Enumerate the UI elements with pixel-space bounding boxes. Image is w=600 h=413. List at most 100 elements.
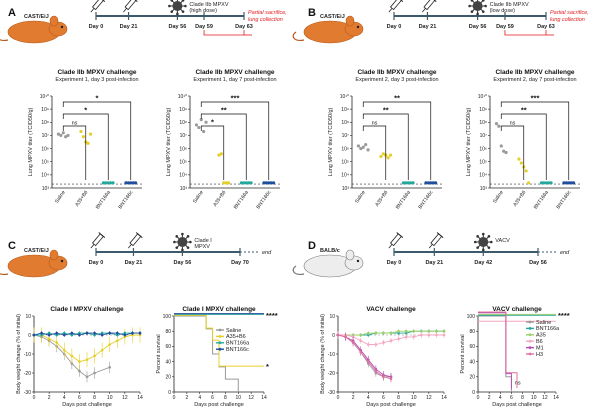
y-tick-label: 0 — [168, 390, 171, 396]
y-tick-label: 10⁶ — [479, 146, 487, 152]
virus-spike-tip — [487, 235, 491, 238]
x-tick-label: 4 — [198, 395, 201, 401]
end-label: lung collection — [550, 17, 585, 23]
weight-point-BNT166c — [85, 331, 89, 335]
virus-spike-tip — [170, 10, 174, 13]
weight-point-B6 — [359, 339, 363, 343]
y-tick-label: 10⁴ — [41, 173, 49, 179]
y-axis-label: Lung MPXV titer (TCID50/g) — [466, 107, 472, 176]
data-point-BNT166a — [542, 181, 546, 185]
x-tick-label: 6 — [510, 395, 513, 401]
challenge-label: Clade IIb MPXV — [189, 2, 228, 8]
timeline-day-label: Day 42 — [474, 260, 492, 266]
data-point-Saline — [359, 146, 363, 151]
y-tick-label: 10³ — [480, 186, 488, 192]
y-tick-label: 10 — [329, 314, 335, 320]
data-point-BNT166c — [569, 181, 573, 185]
mouse-tail — [292, 31, 305, 41]
x-axis-label: Days post challenge — [366, 402, 416, 408]
data-point-Saline — [366, 148, 370, 152]
mouse-ear — [345, 249, 355, 261]
x-tick-label: BNT166a — [533, 190, 550, 211]
weight-point-A35 — [404, 329, 408, 333]
weight-point-A35+B6 — [55, 341, 59, 344]
timeline-day-label: Day 0 — [89, 260, 104, 266]
virus-spike-tip — [189, 240, 192, 244]
y-tick-label: 10⁹ — [179, 107, 187, 113]
y-tick-label: 60 — [165, 344, 171, 350]
panel-letter: D — [308, 240, 316, 252]
significance-bracket — [62, 101, 132, 181]
significance-label: *** — [231, 94, 240, 103]
x-tick-label: 8 — [397, 395, 400, 401]
y-tick-label: -30 — [328, 390, 335, 396]
weight-point-B6 — [435, 333, 438, 337]
weight-point-B6 — [366, 343, 370, 346]
timeline-day-label: Day 59 — [195, 24, 213, 30]
y-tick-label: 10⁸ — [179, 120, 187, 126]
data-point-BNT166a — [101, 181, 106, 185]
data-point-A35+B6 — [386, 156, 390, 160]
mouse-strain-label: CAST/EiJ — [320, 14, 345, 20]
syringe-needle — [388, 8, 393, 13]
x-tick-label: 0 — [337, 395, 340, 401]
y-tick-label: 10¹⁰ — [40, 94, 49, 100]
data-point-Saline — [59, 133, 63, 138]
virus-spike-tip — [470, 0, 474, 2]
panel-header-A: A CAST/EiJ Day 0 Day 21 Day 56 Day 59 Day 63 Cl… — [0, 0, 287, 44]
x-tick-label: 12 — [122, 395, 128, 401]
virus-spike-tip — [175, 235, 179, 238]
significance-bracket — [500, 125, 525, 181]
weight-point-A35+B6 — [100, 348, 104, 352]
significance-bracket — [500, 101, 570, 181]
x-tick-label: 6 — [78, 395, 81, 401]
legend-label: B6 — [536, 339, 543, 345]
data-point-A35+B6 — [217, 153, 221, 157]
weight-point-BNT166c — [40, 331, 43, 335]
survival-significance: **** — [266, 311, 278, 320]
legend-marker — [218, 347, 222, 351]
y-tick-label: 10 — [25, 314, 31, 320]
data-point-BNT166a — [111, 181, 115, 185]
syringe-barrel — [124, 0, 137, 11]
mouse-eye — [356, 259, 360, 263]
y-axis-label: Body weight change (% of initial) — [320, 314, 326, 394]
weight-point-A35 — [397, 329, 400, 333]
y-tick-label: 10⁶ — [41, 146, 49, 152]
weight-point-H3 — [336, 333, 340, 337]
x-tick-label: 12 — [542, 395, 548, 401]
data-point-BNT166c — [426, 181, 430, 185]
y-tick-label: 10⁵ — [341, 160, 349, 166]
x-tick-label: 14 — [441, 395, 447, 401]
significance-bracket — [362, 113, 409, 181]
y-tick-label: -20 — [328, 371, 335, 377]
virus-spike-tip — [473, 240, 477, 244]
survival-line-M1 — [478, 312, 512, 389]
legend-marker — [528, 352, 532, 356]
significance-label: ** — [383, 106, 389, 115]
x-tick-label: 8 — [521, 395, 524, 401]
x-tick-label: 2 — [352, 395, 355, 401]
weight-line-Saline — [337, 334, 391, 378]
data-point-A35+B6 — [222, 181, 226, 185]
weight-point-A35 — [412, 329, 416, 333]
data-point-A35+B6 — [81, 135, 85, 139]
significance-bracket — [362, 101, 432, 181]
data-point-Saline — [61, 131, 65, 135]
weight-point-A35 — [389, 331, 393, 335]
x-tick-label: 2 — [48, 395, 51, 401]
data-point-BNT166c — [567, 181, 571, 185]
weight-point-BNT166c — [70, 331, 74, 335]
syringe-needle — [421, 8, 426, 13]
data-point-BNT166c — [429, 181, 433, 185]
x-tick-label: Saline — [192, 190, 205, 205]
x-tick-label: 10 — [236, 395, 242, 401]
chart-subtitle: Experiment 2, day 7 post-infection — [493, 77, 576, 83]
chart-title: Clade I MPXV challenge — [50, 306, 124, 313]
chart-subtitle: Experiment 1, day 3 post-infection — [55, 77, 138, 83]
data-point-BNT166c — [571, 181, 576, 185]
chart-C2: Clade I MPXV challenge 0 20 40 60 80 100 0 2 4 6 8 1… — [156, 306, 278, 408]
syringe-barrel — [91, 0, 104, 11]
syringe-plunger — [130, 0, 138, 3]
y-tick-label: 20 — [469, 375, 475, 381]
